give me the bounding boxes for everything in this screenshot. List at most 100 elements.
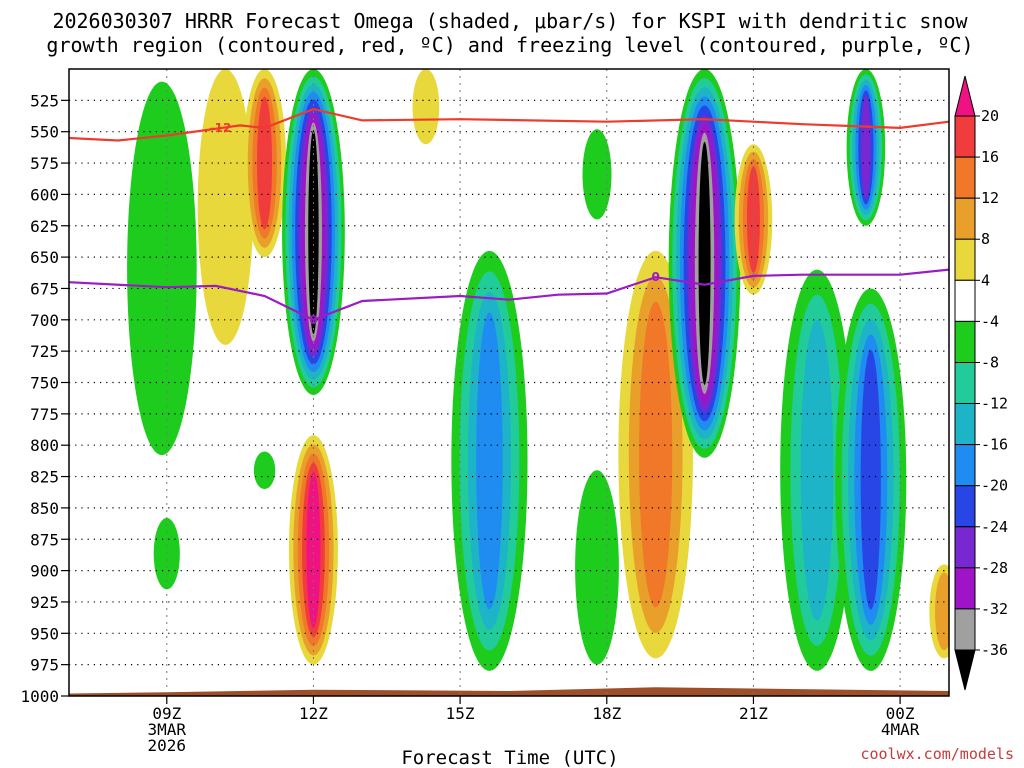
x-tick-label: 15Z	[446, 704, 475, 723]
colorbar-label: -4	[981, 312, 999, 330]
omega-cell	[668, 69, 741, 458]
chart-title-line-1: 2026030307 HRRR Forecast Omega (shaded, …	[52, 9, 968, 33]
colorbar-label: 4	[981, 271, 990, 289]
y-tick-label: 550	[30, 123, 59, 142]
omega-cell	[780, 269, 854, 671]
colorbar-label: 8	[981, 230, 990, 248]
y-tick-label: 725	[30, 342, 59, 361]
y-tick-label: 925	[30, 593, 59, 612]
omega-cell	[282, 69, 345, 396]
colorbar-band	[954, 649, 976, 691]
chart-title-line-2: growth region (contoured, red, ºC) and f…	[46, 33, 973, 57]
colorbar-band	[954, 156, 976, 199]
y-tick-label: 750	[30, 374, 59, 393]
omega-cell	[243, 69, 287, 258]
freezing-contour-label: 0	[651, 270, 659, 284]
y-tick-label: 975	[30, 656, 59, 675]
omega-shade-band	[746, 166, 760, 273]
omega-shade-band	[127, 81, 197, 456]
colorbar-band	[954, 608, 976, 651]
omega-shade-band	[582, 129, 612, 220]
colorbar-band	[954, 485, 976, 528]
dgz-contour-label: -12	[210, 121, 232, 135]
x-axis-title: Forecast Time (UTC)	[401, 747, 618, 768]
terrain-fill	[69, 687, 949, 696]
colorbar-label: 20	[981, 107, 999, 125]
x-tick-label: 2026	[148, 736, 187, 755]
omega-shade-band	[861, 95, 871, 200]
colorbar-band	[954, 279, 976, 322]
omega-cell	[253, 451, 276, 490]
omega-cell	[127, 81, 197, 456]
colorbar-label: -36	[981, 641, 1008, 659]
colorbar: 20 16 12 8 4 -4 -8 -12 -16 -20 -24 -28 -32 -36	[954, 75, 1008, 691]
omega-cell	[412, 69, 440, 145]
freezing-contour-line	[69, 268, 949, 321]
omega-cell	[575, 470, 619, 665]
freezing-contour-label: 0	[309, 313, 317, 327]
omega-cell	[835, 288, 907, 671]
y-tick-label: 1000	[20, 687, 59, 706]
colorbar-band	[954, 320, 976, 363]
x-tick-label: 21Z	[739, 704, 768, 723]
y-tick-label: 800	[30, 436, 59, 455]
colorbar-band	[954, 526, 976, 569]
y-tick-label: 675	[30, 279, 59, 298]
omega-cell	[582, 129, 612, 220]
credit-text[interactable]: coolwx.com/models	[860, 745, 1014, 763]
omega-shade-band	[476, 312, 503, 610]
omega-cell	[288, 435, 338, 665]
omega-shade-band	[639, 301, 673, 608]
omega-shade-band	[575, 470, 619, 665]
colorbar-label: -24	[981, 518, 1008, 536]
y-tick-label: 825	[30, 468, 59, 487]
y-axis: 525 550 575 600 625 650 675 700 725 750 775 800 825 8…	[20, 91, 69, 706]
plot-area: -12 0 0	[68, 68, 950, 697]
colorbar-band	[954, 197, 976, 240]
y-tick-label: 575	[30, 154, 59, 173]
omega-shade-band	[308, 130, 319, 334]
colorbar-label: -12	[981, 395, 1008, 413]
y-tick-label: 650	[30, 248, 59, 267]
colorbar-band	[954, 115, 976, 158]
colorbar-label: -32	[981, 600, 1008, 618]
colorbar-label: -16	[981, 436, 1008, 454]
colorbar-band	[954, 362, 976, 405]
x-tick-label: 00Z	[886, 704, 915, 723]
omega-cell	[929, 564, 949, 659]
omega-cell	[846, 69, 886, 226]
contour-layer: -12 0 0	[69, 107, 949, 327]
x-tick-label: 18Z	[592, 704, 621, 723]
x-tick-label: 3MAR	[148, 720, 187, 739]
y-tick-label: 875	[30, 530, 59, 549]
omega-shade-band	[800, 319, 834, 621]
y-tick-label: 950	[30, 624, 59, 643]
x-tick-label: 4MAR	[881, 720, 920, 739]
y-tick-label: 700	[30, 311, 59, 330]
x-tick-label: 12Z	[299, 704, 328, 723]
omega-shade-band	[197, 69, 254, 345]
omega-shade-band	[698, 141, 711, 385]
colorbar-label: -8	[981, 353, 999, 371]
omega-shade-band	[412, 69, 440, 145]
y-tick-label: 900	[30, 562, 59, 581]
y-tick-label: 775	[30, 405, 59, 424]
omega-shade-band	[257, 96, 273, 230]
y-tick-label: 850	[30, 499, 59, 518]
y-tick-label: 525	[30, 91, 59, 110]
omega-shade-band	[306, 472, 321, 628]
omega-shade-band	[935, 572, 949, 651]
colorbar-band	[954, 444, 976, 487]
omega-cell	[451, 250, 528, 671]
x-tick-label: 09Z	[152, 704, 181, 723]
colorbar-band	[954, 403, 976, 446]
omega-shade-band	[253, 451, 276, 490]
colorbar-label: -20	[981, 477, 1008, 495]
colorbar-band	[954, 75, 976, 117]
colorbar-label: 12	[981, 189, 999, 207]
dgz-contour-line	[69, 107, 949, 142]
omega-cell	[197, 69, 254, 345]
y-tick-label: 600	[30, 185, 59, 204]
